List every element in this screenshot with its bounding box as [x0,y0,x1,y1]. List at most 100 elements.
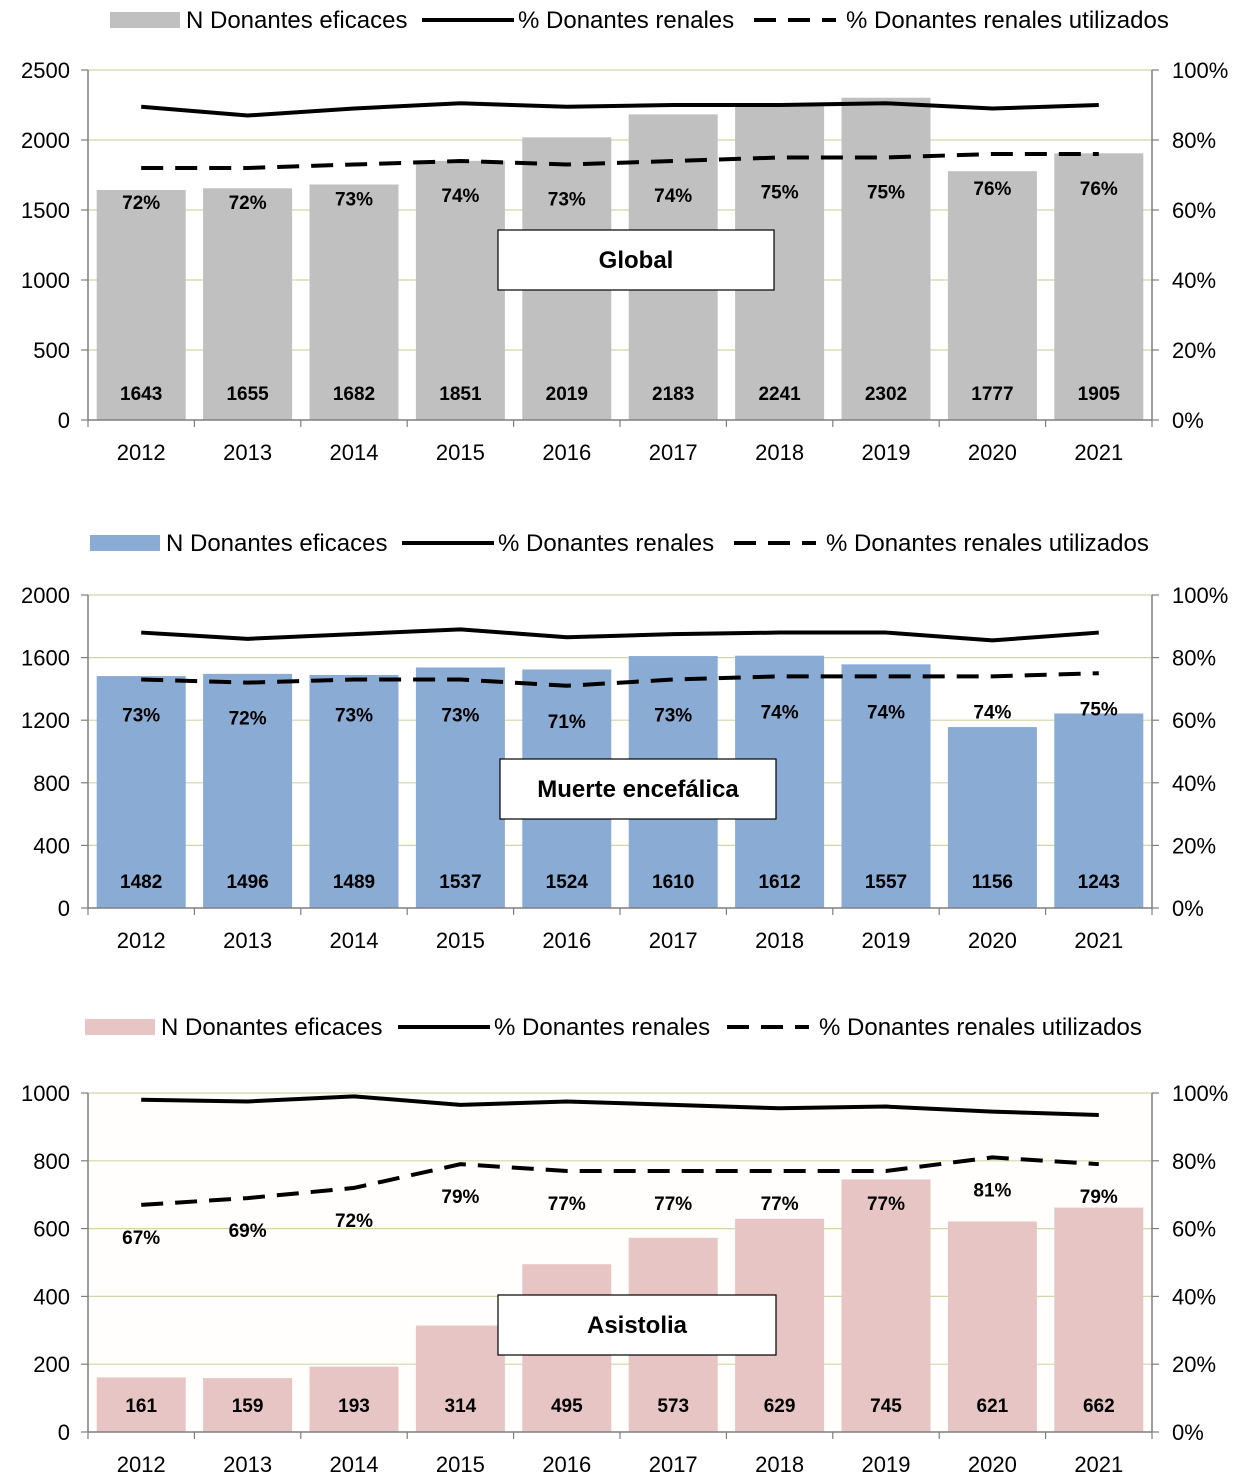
y2-tick-label: 20% [1172,338,1216,363]
bar [1054,713,1144,908]
line-renal-donors-used [141,1155,1099,1207]
y-tick-label: 400 [33,833,70,858]
x-tick-label: 2013 [223,1452,272,1477]
y-tick-label: 800 [33,771,70,796]
bar-value-label: 2302 [865,384,907,405]
bar-value-label: 1643 [120,384,162,405]
y2-tick-label: 0% [1172,408,1204,433]
x-tick-label: 2015 [436,928,485,953]
percent-label: 75% [1080,699,1118,720]
y2-tick-label: 80% [1172,646,1216,671]
bar-value-label: 1496 [226,872,268,893]
y2-tick-label: 100% [1172,1081,1228,1106]
percent-label: 73% [122,706,160,727]
bar [96,1377,186,1432]
bar [1054,1207,1144,1432]
bar-value-label: 495 [551,1396,583,1417]
y2-tick-label: 40% [1172,268,1216,293]
x-tick-label: 2014 [330,928,379,953]
y2-tick-label: 0% [1172,896,1204,921]
bar-value-label: 2241 [758,384,801,405]
x-tick-label: 2016 [542,1452,591,1477]
x-tick-label: 2021 [1074,1452,1123,1477]
y2-tick-label: 80% [1172,1149,1216,1174]
x-tick-label: 2017 [649,928,698,953]
bar [309,1366,399,1432]
legend-label-dashed-line: % Donantes renales utilizados [826,530,1149,557]
y2-tick-label: 60% [1172,708,1216,733]
y-tick-label: 2500 [21,58,70,83]
percent-label: 74% [654,186,692,207]
bar [203,188,293,420]
x-tick-label: 2016 [542,440,591,465]
percent-label: 72% [229,193,267,214]
y2-tick-label: 80% [1172,128,1216,153]
bar-value-label: 573 [657,1396,689,1417]
percent-label: 74% [867,702,905,723]
y-tick-label: 0 [58,1420,70,1445]
bar-value-label: 1156 [972,872,1013,893]
bar [203,673,293,908]
percent-label: 73% [548,190,586,211]
title-box [499,758,777,820]
x-tick-label: 2017 [649,440,698,465]
percent-label: 81% [973,1180,1011,1201]
legend-label-solid-line: % Donantes renales [494,1014,710,1041]
bar-value-label: 1537 [439,872,481,893]
bar-value-label: 1482 [120,872,162,893]
bar-value-label: 1524 [546,872,589,893]
chart-1: N Donantes eficaces % Donantes renales % D… [21,7,1228,465]
percent-label: 73% [335,706,373,727]
line-renal-donors [141,627,1099,643]
bar [415,667,505,908]
x-tick-label: 2013 [223,440,272,465]
percent-label: 74% [973,702,1011,723]
y-tick-label: 0 [58,408,70,433]
x-tick-label: 2018 [755,440,804,465]
bar-value-label: 2019 [546,384,588,405]
legend-swatch-bars [110,12,180,28]
legend-label-bars: N Donantes eficaces [186,7,407,34]
legend-label-bars: N Donantes eficaces [166,530,387,557]
bar-value-label: 1777 [971,384,1013,405]
legend: N Donantes eficaces % Donantes renales % D… [85,1014,1142,1041]
percent-label: 72% [335,1211,373,1232]
line-renal-donors [141,101,1099,118]
percent-label: 74% [761,702,799,723]
bar-value-label: 1612 [758,872,800,893]
title-box [497,229,775,291]
legend-swatch-bars [90,535,160,551]
y2-tick-label: 0% [1172,1420,1204,1445]
line-renal-donors-used [141,671,1099,688]
y2-tick-label: 100% [1172,583,1228,608]
chart-3: N Donantes eficaces % Donantes renales % D… [21,1014,1228,1477]
x-tick-label: 2019 [862,1452,911,1477]
bar [415,160,505,421]
percent-label: 73% [441,706,479,727]
bar [309,184,399,420]
x-tick-label: 2015 [436,440,485,465]
bar-value-label: 1655 [226,384,269,405]
line-renal-donors-used [141,152,1099,170]
legend: N Donantes eficaces % Donantes renales % D… [90,530,1149,557]
y2-tick-label: 40% [1172,771,1216,796]
bar-value-label: 621 [977,1396,1009,1417]
bar-value-label: 1851 [439,384,482,405]
legend-label-dashed-line: % Donantes renales utilizados [819,1014,1142,1041]
bar-value-label: 161 [125,1396,157,1417]
y-tick-label: 200 [33,1352,70,1377]
bar [415,1325,505,1432]
chart-2: N Donantes eficaces % Donantes renales % D… [21,530,1228,953]
percent-label: 73% [654,706,692,727]
bar [309,674,399,908]
x-tick-label: 2021 [1074,928,1123,953]
bar-value-label: 629 [764,1396,796,1417]
x-tick-label: 2020 [968,440,1017,465]
bar-value-label: 1682 [333,384,375,405]
y-tick-label: 1600 [21,646,70,671]
y-tick-label: 600 [33,1217,70,1242]
chart-title: Muerte encefálica [537,776,739,803]
x-tick-label: 2018 [755,928,804,953]
legend-label-dashed-line: % Donantes renales utilizados [846,7,1169,34]
